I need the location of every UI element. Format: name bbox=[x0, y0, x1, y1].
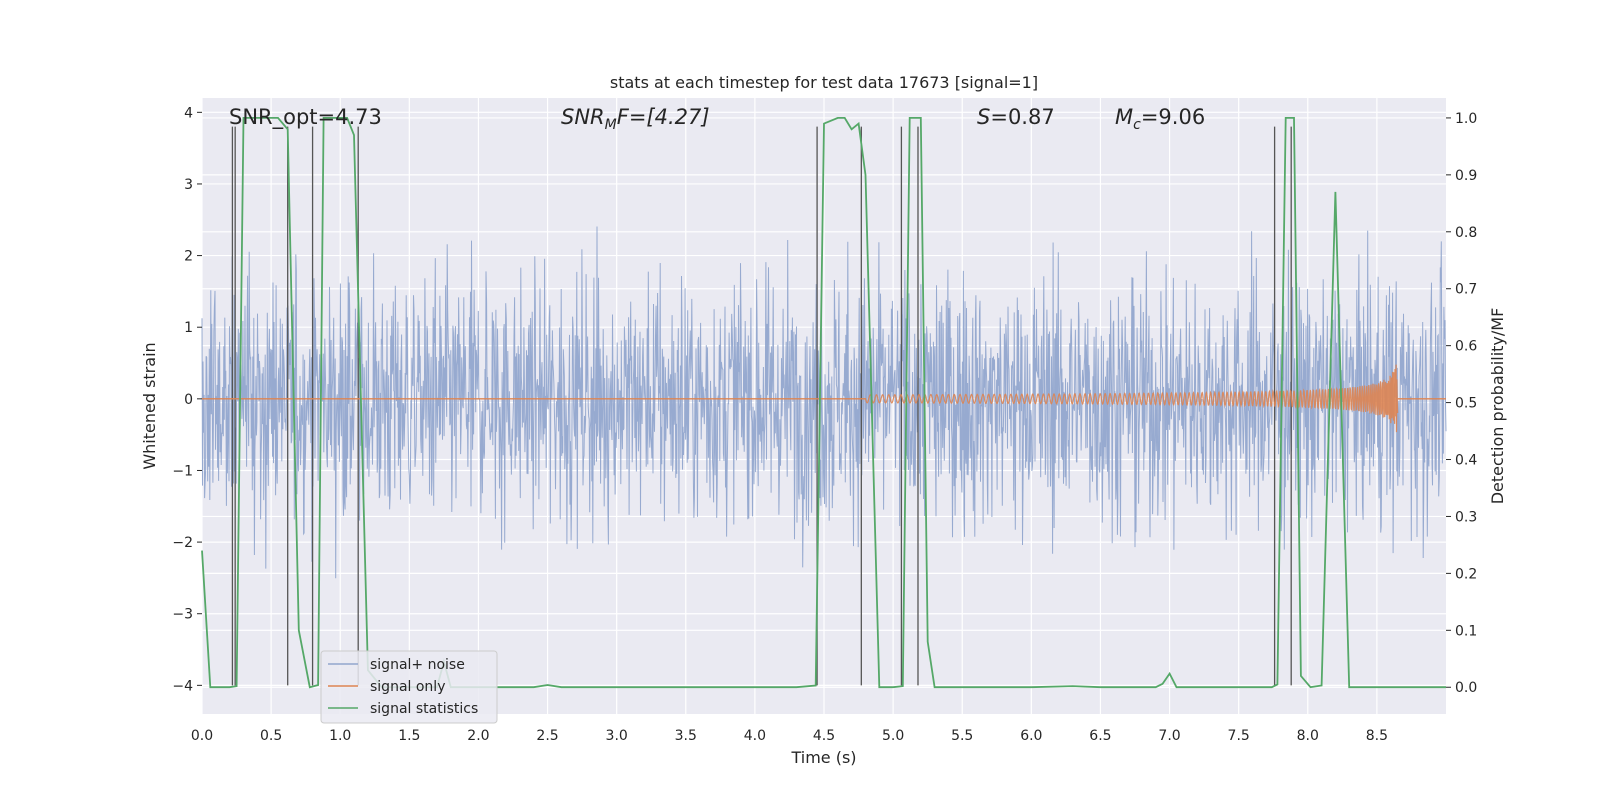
legend-box bbox=[320, 650, 498, 724]
series-signal-statistics bbox=[201, 117, 1446, 689]
y-axis-label-right: Detection probability/MF bbox=[1488, 308, 1507, 505]
y-tick-label-right: 0.5 bbox=[1455, 396, 1477, 412]
y-tick-label-right: 0.7 bbox=[1455, 282, 1477, 298]
series-signal-only bbox=[202, 364, 1446, 433]
legend-label-signal: signal only bbox=[370, 679, 445, 695]
legend: signal+ noise signal only signal statist… bbox=[320, 650, 498, 724]
signal-chirp-line bbox=[864, 364, 1399, 433]
annotation-snr-mf: SNRMF=[4.27] bbox=[561, 105, 710, 133]
y-tick-label-left: 0 bbox=[184, 392, 193, 408]
x-tick-label: 0.0 bbox=[191, 728, 213, 744]
noise-line bbox=[201, 226, 1447, 579]
y-tick-label-left: −2 bbox=[172, 535, 193, 551]
y-tick-label-right: 1.0 bbox=[1455, 111, 1477, 127]
y-tick-label-right: 0.4 bbox=[1455, 453, 1477, 469]
x-tick-label: 3.5 bbox=[675, 728, 697, 744]
y-tick-label-left: 4 bbox=[184, 105, 193, 121]
x-tick-label: 6.0 bbox=[1020, 728, 1042, 744]
x-tick-label: 6.5 bbox=[1089, 728, 1111, 744]
y-tick-label-right: 0.6 bbox=[1455, 339, 1477, 355]
x-tick-label: 7.5 bbox=[1228, 728, 1250, 744]
x-tick-label: 1.0 bbox=[329, 728, 351, 744]
vertical-markers bbox=[231, 126, 1292, 686]
x-tick-label: 5.0 bbox=[882, 728, 904, 744]
y-tick-label-right: 0.0 bbox=[1455, 680, 1477, 696]
y-tick-label-left: −1 bbox=[172, 463, 193, 479]
x-tick-label: 4.5 bbox=[813, 728, 835, 744]
statistics-line bbox=[201, 117, 1446, 689]
annotation-s: S=0.87 bbox=[977, 105, 1055, 129]
legend-label-noise: signal+ noise bbox=[370, 657, 465, 673]
legend-label-stats: signal statistics bbox=[370, 701, 478, 717]
x-tick-label: 5.5 bbox=[951, 728, 973, 744]
y-tick-label-right: 0.2 bbox=[1455, 566, 1477, 582]
x-tick-label: 3.0 bbox=[606, 728, 628, 744]
chart-title: stats at each timestep for test data 176… bbox=[610, 73, 1038, 92]
y-tick-label-left: −4 bbox=[172, 678, 193, 694]
x-tick-label: 7.0 bbox=[1158, 728, 1180, 744]
x-tick-label: 2.0 bbox=[467, 728, 489, 744]
x-tick-label: 4.0 bbox=[744, 728, 766, 744]
y-tick-label-left: 2 bbox=[184, 249, 193, 265]
x-tick-label: 1.5 bbox=[398, 728, 420, 744]
y-tick-label-left: 3 bbox=[184, 177, 193, 193]
y-axis-label-left: Whitened strain bbox=[140, 342, 159, 469]
x-axis-label: Time (s) bbox=[790, 748, 856, 767]
y-tick-label-right: 0.1 bbox=[1455, 623, 1477, 639]
annotation-mc: Mc=9.06 bbox=[1115, 105, 1205, 133]
x-tick-label: 2.5 bbox=[536, 728, 558, 744]
y-tick-label-right: 0.9 bbox=[1455, 168, 1477, 184]
y-tick-label-left: 1 bbox=[184, 320, 193, 336]
x-tick-label: 8.0 bbox=[1297, 728, 1319, 744]
y-tick-label-right: 0.8 bbox=[1455, 225, 1477, 241]
x-tick-label: 0.5 bbox=[260, 728, 282, 744]
tick-labels: 0.0 0.5 1.0 1.5 2.0 2.5 3.0 3.5 4.0 4.5 5.0 5.5 6.0 6… bbox=[172, 105, 1477, 744]
y-tick-label-left: −3 bbox=[172, 607, 193, 623]
annotation-snr-opt: SNR_opt=4.73 bbox=[229, 105, 382, 130]
y-tick-label-right: 0.3 bbox=[1455, 509, 1477, 525]
x-tick-label: 8.5 bbox=[1366, 728, 1388, 744]
series-signal-plus-noise bbox=[201, 226, 1447, 579]
